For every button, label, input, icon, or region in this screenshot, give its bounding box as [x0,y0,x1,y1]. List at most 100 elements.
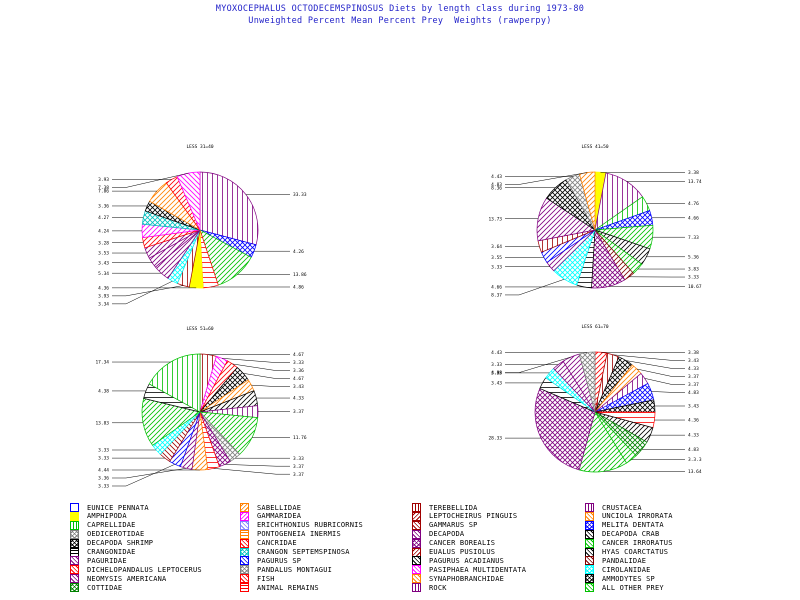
slice-label: 3.33 [293,456,304,462]
slice-label: 3.37 [293,464,304,470]
pie-title: LESS 31=40 [186,144,213,150]
legend-label: COTTIDAE [87,583,123,592]
legend-item-synaphobranchidae: SYNAPHOBRANCHIDAE [412,574,505,584]
slice-label: 4.76 [688,201,699,207]
legend-label: SYNAPHOBRANCHIDAE [429,574,505,583]
legend-label: EUALUS PUSIOLUS [429,548,496,556]
leader-line [243,373,290,379]
slice-label: 3.33 [98,448,109,454]
slice-label: 17.34 [95,360,109,366]
slice-label: 4.44 [98,468,109,474]
leader-line [112,464,175,487]
legend-swatch [412,565,421,575]
leader-line [644,378,685,385]
legend-item-eunice-pennata: EUNICE PENNATA [70,503,149,512]
legend-label: GAMMARIDEA [257,512,302,521]
leader-line [213,468,290,475]
legend-item-cancer-borealis: CANCER BOREALIS [412,538,495,548]
leader-line [112,280,173,305]
legend-item-pagurus-acadianus: PAGURUS ACADIANUS [412,556,504,566]
slice-label: 4.33 [688,366,699,372]
pie-title: LESS 61=70 [581,324,608,330]
slice-label: 4.66 [491,285,502,291]
legend-item-cancer-irroratus: CANCER IRRORATUS [585,538,673,548]
leader-line [505,172,588,185]
slice-label: 13.74 [688,179,702,185]
leader-line [613,354,685,361]
legend-label: CIROLANIDAE [602,565,651,574]
legend-swatch [240,538,249,548]
legend-item-amphipoda: AMPHIPODA [70,511,127,521]
slice-label: 3.55 [491,255,502,261]
slice-label: 4.43 [491,174,502,180]
pie-slice-crustacea [199,171,259,246]
legend-item-unciola-irrorata: UNCIOLA IRRORATA [585,511,673,521]
pie-chart-4: LESS 61=70 3.38 3.43 4.33 3.37 3.37 4.83 3.43 4.… [488,324,701,475]
legend-swatch [70,503,79,512]
legend-label: CANCRIDAE [257,539,297,548]
slice-label: 4.67 [293,376,304,382]
legend-item-gammarus-sp: GAMMARUS SP [412,520,478,530]
legend-item-gammaridea: GAMMARIDEA [240,511,302,521]
slice-label: 4.38 [98,389,109,395]
legend-label: NEOMYSIS AMERICANA [87,574,167,583]
legend-label: ERICHTHONIUS RUBRICORNIS [257,521,363,530]
legend-label: DECAPODA [429,530,465,539]
legend-label: PASIPHAEA MULTIDENTATA [429,565,527,574]
slice-label: 4.83 [491,182,502,188]
legend-swatch [70,556,79,566]
slice-label: 7.86 [98,189,109,195]
slice-label: 11.76 [293,435,307,441]
slice-label: 8.37 [491,293,502,299]
legend-label: ROCK [429,583,447,592]
pie-slice-cancer-borealis [534,388,596,471]
legend-item-animal-remains: ANIMAL REMAINS [240,583,319,593]
legend-item-fish: FISH [240,574,275,584]
legend-swatch [240,547,249,557]
legend-swatch [412,503,421,512]
legend-item-pontogeneia-inermis: PONTOGENEIA INERMIS [240,529,341,539]
leader-line [625,360,685,369]
legend-label: CRANGON SEPTEMSPINOSA [257,548,350,556]
slice-label: 4.43 [491,350,502,356]
legend-label: DECAPODA SHRIMP [87,539,154,548]
pie-chart-2: LESS 41=50 3.38 13.74 4.76 4.66 7.33 5.36 3.83 3… [488,144,701,299]
legend-item-cottidae: COTTIDAE [70,583,123,593]
leader-line [505,278,565,296]
slice-label: 4.36 [688,418,699,424]
leader-line [651,391,685,393]
pie-chart-1: LESS 31=40 33.33 4.26 13.86 4.86 4.36 3.93 3.34… [98,144,307,307]
legend-swatch [70,511,79,521]
slice-label: 3.36 [293,368,304,374]
legend-item-dichelopandalus-leptocerus: DICHELOPANDALUS LEPTOCERUS [70,565,202,575]
legend-swatch [70,565,79,575]
legend-item-melita-dentata: MELITA DENTATA [585,520,664,530]
legend-swatch [412,529,421,539]
slice-label: 3.37 [293,409,304,415]
legend-swatch [240,511,249,521]
legend-label: FISH [257,574,275,583]
slice-label: 3.33 [688,275,699,281]
slice-label: 4.27 [98,215,109,221]
leader-line [232,363,290,371]
slice-label: 3.28 [98,240,109,246]
slice-label: 3.34 [98,301,109,307]
leader-line [112,285,184,297]
legend-item-leptocheirus-pinguis: LEPTOCHEIRUS PINGUIS [412,511,518,521]
legend-label: PANDALIDAE [602,556,647,565]
slice-label: 7.33 [688,235,699,241]
slice-label: 3.43 [688,358,699,364]
legend-label: LEPTOCHEIRUS PINGUIS [429,512,518,521]
legend-item-decapoda-shrimp: DECAPODA SHRIMP [70,538,154,548]
legend-swatch [412,520,421,530]
legend-label: PAGURUS SP [257,556,302,565]
legend-swatch [412,556,421,566]
slice-label: 3.38 [688,350,699,356]
legend-swatch [240,520,249,530]
legend-swatch [412,547,421,557]
leader-line [112,172,189,188]
legend-swatch [240,529,249,539]
slice-label: 13.83 [95,420,109,426]
legend-label: ANIMAL REMAINS [257,583,319,592]
